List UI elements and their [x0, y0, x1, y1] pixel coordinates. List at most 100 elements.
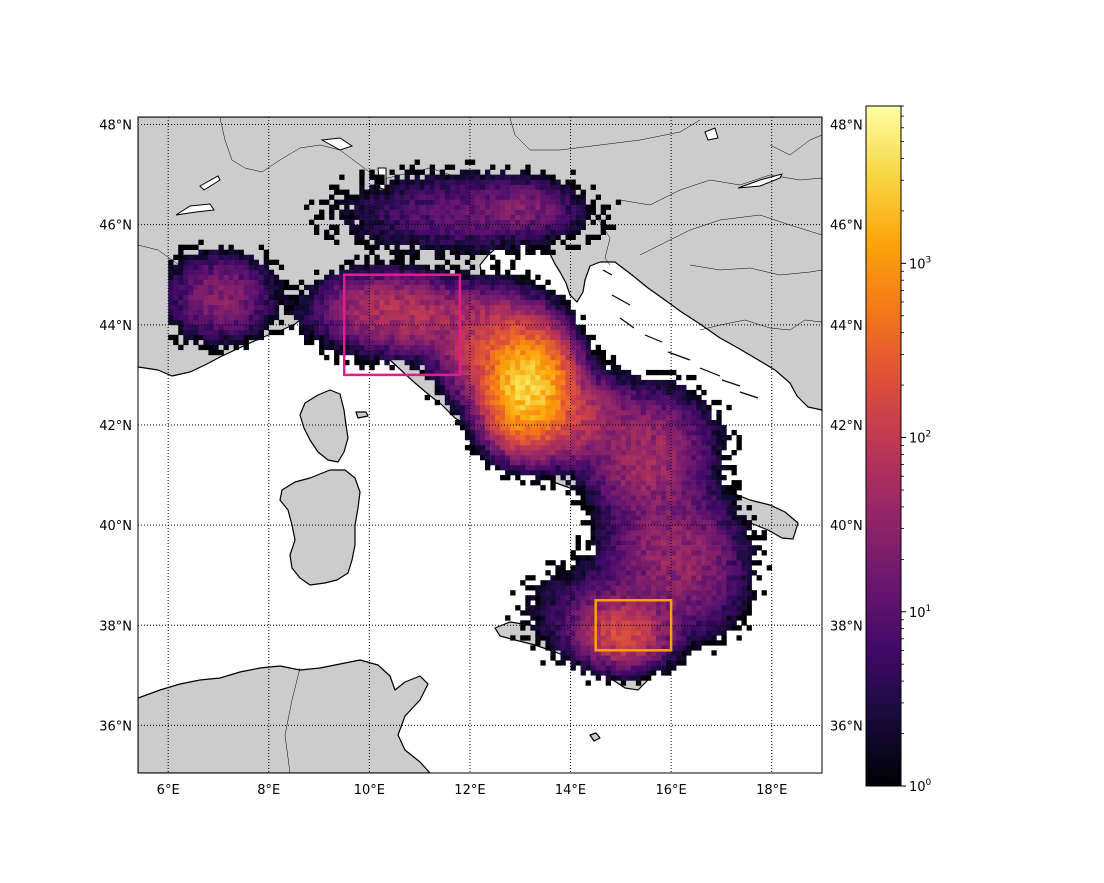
density-cell — [485, 299, 491, 306]
density-cell — [550, 605, 556, 611]
density-cell — [651, 475, 657, 481]
density-cell — [570, 219, 576, 225]
density-cell — [590, 525, 596, 531]
density-cell — [656, 595, 662, 601]
density-cell — [711, 605, 717, 611]
density-cell — [646, 665, 652, 671]
density-cell — [600, 379, 606, 386]
density-cell — [505, 460, 511, 466]
density-cell — [555, 640, 561, 646]
density-cell — [731, 480, 737, 486]
density-cell — [193, 259, 199, 265]
density-cell — [741, 615, 747, 621]
density-cell — [681, 415, 687, 421]
density-cell — [485, 415, 491, 421]
density-cell — [389, 279, 395, 285]
density-cell — [686, 465, 692, 471]
density-cell — [565, 194, 571, 200]
density-cell — [545, 184, 551, 190]
density-cell — [555, 189, 561, 195]
density-cell — [515, 174, 521, 180]
density-cell — [666, 404, 672, 411]
density-cell — [666, 510, 672, 516]
density-cell — [369, 224, 375, 230]
density-cell — [198, 239, 204, 245]
density-cell — [464, 379, 471, 386]
density-cell — [625, 640, 632, 646]
density-cell — [585, 364, 591, 371]
density-cell — [500, 384, 506, 391]
density-cell — [640, 475, 647, 481]
density-cell — [686, 409, 692, 416]
colorbar-gradient — [865, 105, 902, 787]
density-cell — [736, 550, 742, 556]
density-cell — [278, 289, 285, 296]
density-cell — [701, 615, 707, 621]
density-cell — [595, 404, 601, 411]
density-cell — [530, 445, 536, 451]
density-cell — [610, 374, 617, 381]
density-cell — [414, 249, 420, 255]
density-cell — [706, 585, 712, 591]
density-cell — [565, 445, 571, 451]
density-cell — [490, 389, 496, 396]
density-cell — [490, 430, 496, 436]
density-cell — [661, 670, 667, 676]
density-cell — [630, 535, 637, 541]
density-cell — [429, 179, 435, 185]
density-cell — [510, 389, 516, 396]
density-cell — [550, 650, 556, 656]
density-cell — [696, 384, 702, 391]
density-cell — [520, 409, 526, 416]
density-cell — [570, 384, 576, 391]
density-cell — [676, 510, 682, 516]
density-cell — [480, 309, 486, 316]
density-cell — [444, 389, 451, 396]
density-cell — [490, 344, 496, 351]
density-cell — [434, 349, 440, 356]
density-cell — [721, 555, 727, 561]
density-cell — [475, 344, 481, 351]
density-cell — [480, 364, 486, 371]
density-cell — [630, 505, 637, 511]
density-cell — [515, 329, 521, 336]
density-cell — [615, 535, 622, 541]
density-cell — [600, 510, 606, 516]
density-cell — [535, 394, 541, 401]
density-cell — [490, 314, 496, 321]
density-cell — [565, 650, 571, 656]
density-cell — [595, 214, 601, 220]
density-cell — [570, 319, 576, 326]
density-cell — [741, 585, 747, 591]
density-cell — [540, 189, 546, 195]
density-cell — [424, 239, 430, 245]
density-cell — [530, 239, 536, 245]
density-cell — [686, 600, 692, 606]
density-cell — [505, 184, 511, 190]
density-cell — [454, 269, 461, 275]
density-cell — [258, 309, 264, 316]
density-cell — [681, 465, 687, 471]
density-cell — [464, 259, 471, 265]
density-cell — [580, 194, 586, 200]
density-cell — [223, 324, 229, 331]
density-cell — [646, 485, 652, 491]
density-cell — [248, 309, 254, 316]
density-cell — [545, 420, 551, 426]
density-cell — [213, 289, 219, 296]
density-cell — [671, 540, 677, 546]
density-cell — [424, 324, 430, 331]
density-cell — [716, 460, 722, 466]
density-cell — [615, 630, 622, 636]
density-cell — [610, 510, 617, 516]
lake-chiemsee — [704, 127, 719, 141]
density-cell — [691, 565, 697, 571]
density-cell — [540, 660, 546, 666]
density-cell — [540, 239, 546, 245]
density-cell — [651, 415, 657, 421]
density-cell — [510, 334, 516, 341]
density-cell — [605, 605, 611, 611]
density-cell — [424, 339, 430, 346]
density-cell — [706, 485, 712, 491]
density-cell — [424, 289, 430, 296]
